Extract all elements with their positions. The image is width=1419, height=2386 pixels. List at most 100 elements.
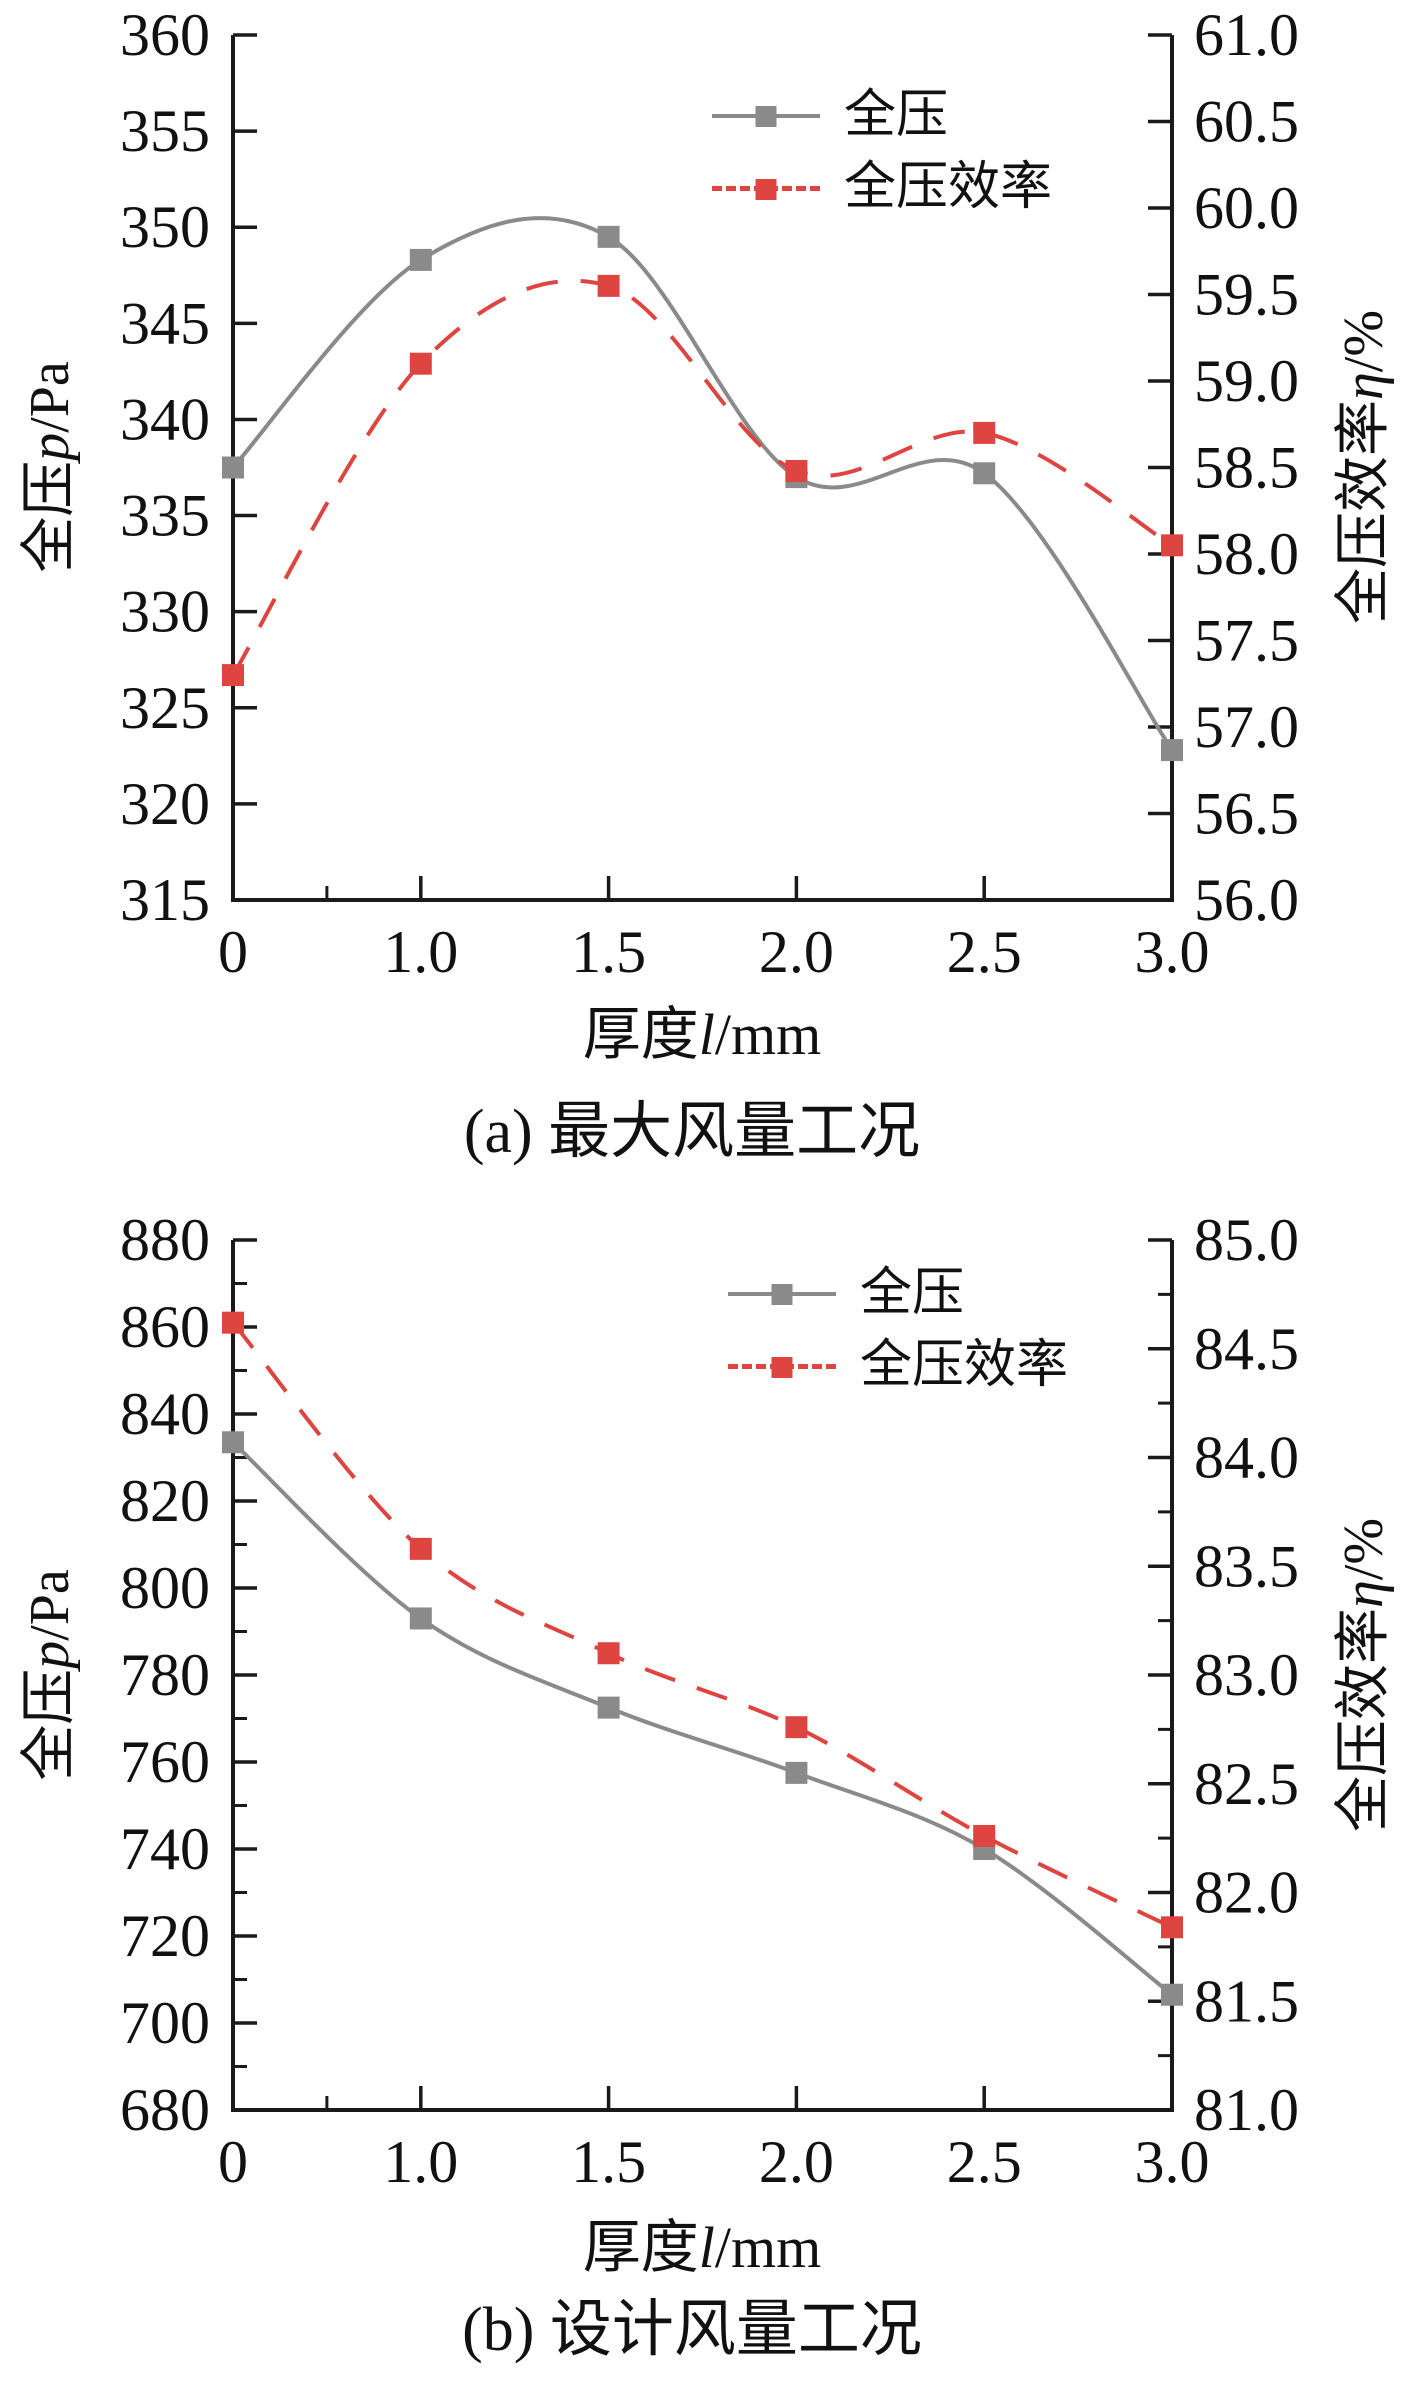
left_axis-tick-label: 700 — [120, 1990, 210, 2056]
x-tick-label: 2.5 — [947, 2129, 1022, 2195]
efficiency-data-point-marker — [222, 1311, 244, 1334]
efficiency-line-swatch — [728, 1363, 836, 1369]
left_axis-tick-label: 315 — [120, 867, 210, 933]
right_axis-tick-label: 59.5 — [1194, 262, 1299, 328]
efficiency-data-point-marker — [597, 274, 620, 297]
right_axis-tick-label: 81.0 — [1194, 2077, 1299, 2143]
pressure-data-point-marker — [409, 248, 432, 271]
x-tick-label: 1.0 — [383, 919, 458, 985]
right_axis-tick-label: 84.0 — [1194, 1425, 1299, 1491]
legend-item-pressure: 全压 — [712, 80, 1052, 152]
legend-label-efficiency: 全压效率 — [844, 159, 1053, 216]
right_axis-tick-label: 83.0 — [1194, 1642, 1299, 1708]
left_axis-tick-label: 820 — [120, 1468, 210, 1534]
left_axis-tick-label: 345 — [120, 290, 210, 356]
right_axis-tick-label: 56.5 — [1194, 781, 1299, 847]
pressure-data-point-marker — [1161, 1983, 1183, 2006]
left_axis-tick-label: 360 — [120, 2, 210, 68]
left_axis-tick-label: 680 — [120, 2077, 210, 2143]
efficiency-data-point-marker — [1161, 534, 1183, 557]
efficiency-line-swatch — [712, 185, 820, 191]
pressure-data-point-marker — [1161, 739, 1183, 762]
pressure-data-point-marker — [785, 1761, 808, 1784]
right_axis-tick-label: 84.5 — [1194, 1316, 1299, 1382]
left_axis-tick-label: 340 — [120, 386, 210, 452]
efficiency-data-point-marker — [973, 1824, 996, 1847]
pressure-line-swatch — [712, 114, 820, 118]
efficiency-data-point-marker — [1161, 1916, 1183, 1939]
right_axis-tick-label: 81.5 — [1194, 1968, 1299, 2034]
chart-a-xlabel: 厚度l/mm — [582, 1002, 822, 1067]
x-tick-label: 2.5 — [947, 919, 1022, 985]
x-tick-label: 2.0 — [759, 919, 834, 985]
right_axis-tick-label: 82.5 — [1194, 1751, 1299, 1817]
x-tick-label: 0 — [218, 919, 248, 985]
chart-a-caption: (a) 最大风量工况 — [463, 1098, 921, 1166]
left_axis-tick-label: 880 — [120, 1207, 210, 1273]
pressure-data-point-marker — [973, 462, 996, 485]
efficiency-data-point-marker — [785, 1716, 808, 1739]
right_axis-tick-label: 57.5 — [1194, 608, 1299, 674]
chart-a-left-axis-title: 全压p/Pa — [19, 361, 81, 573]
pressure-data-point-marker — [222, 456, 244, 479]
right_axis-tick-label: 57.0 — [1194, 694, 1299, 760]
pressure-line-swatch — [728, 1292, 836, 1296]
left_axis-tick-label: 720 — [120, 1903, 210, 1969]
right_axis-tick-label: 60.0 — [1194, 175, 1299, 241]
left_axis-tick-label: 335 — [120, 483, 210, 549]
efficiency-data-point-marker — [409, 1537, 432, 1560]
left_axis-tick-label: 350 — [120, 194, 210, 260]
left_axis-tick-label: 800 — [120, 1555, 210, 1621]
right_axis-tick-label: 82.0 — [1194, 1860, 1299, 1926]
left_axis-tick-label: 355 — [120, 98, 210, 164]
left_axis-tick-label: 330 — [120, 579, 210, 645]
pressure-data-point-marker — [597, 1696, 620, 1719]
left_axis-tick-label: 325 — [120, 675, 210, 741]
efficiency-data-point-marker — [222, 664, 244, 687]
legend-item-pressure: 全压 — [728, 1258, 1068, 1330]
chart-b-caption: (b) 设计风量工况 — [462, 2296, 922, 2364]
pressure-curve — [231, 216, 1174, 752]
efficiency-data-point-marker — [785, 459, 808, 482]
right_axis-tick-label: 60.5 — [1194, 89, 1299, 155]
left_axis-tick-label: 780 — [120, 1642, 210, 1708]
pressure-data-point-marker — [409, 1607, 432, 1630]
right_axis-tick-label: 59.0 — [1194, 348, 1299, 414]
chart-a-legend: 全压 全压效率 — [712, 80, 1052, 224]
x-tick-label: 2.0 — [759, 2129, 834, 2195]
legend-item-efficiency: 全压效率 — [728, 1330, 1068, 1402]
right_axis-tick-label: 85.0 — [1194, 1207, 1299, 1273]
legend-label-pressure: 全压 — [844, 87, 949, 144]
efficiency-data-point-marker — [597, 1642, 620, 1665]
left_axis-tick-label: 860 — [120, 1294, 210, 1360]
legend-label-efficiency: 全压效率 — [860, 1337, 1069, 1394]
x-tick-label: 0 — [218, 2129, 248, 2195]
legend-label-pressure: 全压 — [860, 1265, 965, 1322]
pressure-data-point-marker — [222, 1431, 244, 1454]
chart-b-right-axis-title: 全压效率η/% — [1333, 1518, 1395, 1832]
chart-b-legend: 全压 全压效率 — [728, 1258, 1068, 1402]
left_axis-tick-label: 320 — [120, 771, 210, 837]
right_axis-tick-label: 83.5 — [1194, 1533, 1299, 1599]
x-tick-label: 3.0 — [1135, 2129, 1210, 2195]
right_axis-tick-label: 61.0 — [1194, 2, 1299, 68]
pressure-data-point-marker — [597, 225, 620, 248]
efficiency-curve — [231, 1321, 1173, 1930]
efficiency-data-point-marker — [409, 352, 432, 375]
legend-item-efficiency: 全压效率 — [712, 152, 1052, 224]
efficiency-curve — [231, 278, 1174, 677]
left_axis-tick-label: 740 — [120, 1816, 210, 1882]
x-tick-label: 1.5 — [571, 919, 646, 985]
efficiency-data-point-marker — [973, 421, 996, 444]
left_axis-tick-label: 760 — [120, 1729, 210, 1795]
right_axis-tick-label: 58.0 — [1194, 521, 1299, 587]
chart-b-left-axis-title: 全压p/Pa — [19, 1569, 81, 1781]
chart-b-xlabel: 厚度l/mm — [582, 2215, 822, 2280]
right_axis-tick-label: 56.0 — [1194, 867, 1299, 933]
x-tick-label: 3.0 — [1135, 919, 1210, 985]
left_axis-tick-label: 840 — [120, 1381, 210, 1447]
right_axis-tick-label: 58.5 — [1194, 435, 1299, 501]
chart-a-right-axis-title: 全压效率η/% — [1333, 310, 1395, 624]
